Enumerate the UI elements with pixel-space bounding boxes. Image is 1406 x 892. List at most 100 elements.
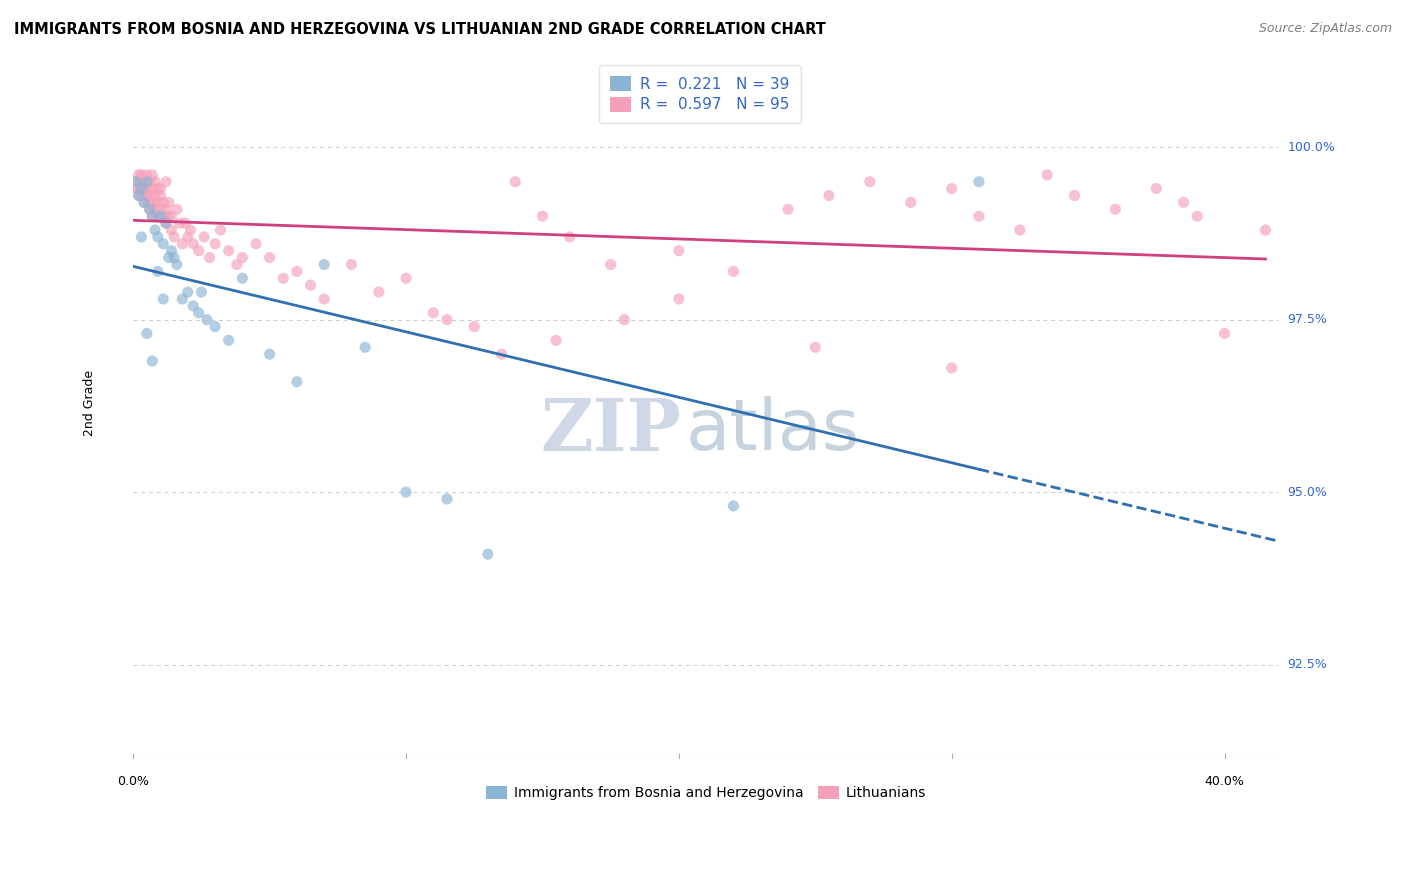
Point (135, 181, 157, 195)
Point (128, 168, 150, 182)
Point (193, 230, 215, 244)
Point (163, 230, 186, 244)
Point (818, 188, 841, 202)
Point (245, 236, 267, 251)
Point (1187, 209, 1209, 223)
Point (135, 168, 157, 182)
Point (155, 216, 177, 230)
Text: 92.5%: 92.5% (1288, 658, 1327, 671)
Point (141, 209, 163, 223)
Text: ZIP: ZIP (540, 395, 681, 467)
Point (160, 244, 183, 258)
Point (134, 195, 156, 210)
Point (599, 258, 621, 272)
Point (285, 264, 308, 278)
Point (546, 334, 568, 348)
Point (128, 188, 150, 202)
Point (204, 236, 226, 251)
Point (152, 292, 174, 306)
Point (128, 181, 150, 195)
Point (285, 375, 308, 389)
Point (141, 195, 163, 210)
Point (125, 181, 148, 195)
Point (157, 209, 180, 223)
Point (135, 175, 157, 189)
Point (1213, 326, 1236, 341)
Point (138, 175, 160, 189)
Point (149, 181, 172, 195)
Point (436, 312, 458, 326)
Point (436, 491, 458, 506)
Point (146, 195, 169, 210)
Point (367, 285, 389, 299)
Point (231, 271, 253, 285)
Point (146, 181, 169, 195)
Point (157, 195, 180, 210)
Point (354, 340, 377, 354)
Text: 0.0%: 0.0% (117, 775, 149, 788)
Point (271, 271, 294, 285)
Point (146, 230, 169, 244)
Point (141, 354, 163, 368)
Point (259, 251, 281, 265)
Point (259, 347, 281, 361)
Point (463, 319, 485, 334)
Point (967, 209, 990, 223)
Point (125, 175, 148, 189)
Point (299, 278, 322, 293)
Point (160, 223, 183, 237)
Point (141, 209, 163, 223)
Point (179, 223, 201, 237)
Point (941, 181, 963, 195)
Legend: Immigrants from Bosnia and Herzegovina, Lithuanians: Immigrants from Bosnia and Herzegovina, … (479, 780, 932, 807)
Point (477, 547, 499, 561)
Point (613, 312, 636, 326)
Point (668, 292, 690, 306)
Point (1008, 223, 1031, 237)
Point (422, 306, 444, 320)
Text: 97.5%: 97.5% (1288, 313, 1327, 326)
Point (1036, 168, 1059, 182)
Point (152, 209, 174, 223)
Point (195, 312, 218, 326)
Point (166, 202, 188, 217)
Point (146, 264, 169, 278)
Text: atlas: atlas (686, 396, 860, 465)
Point (198, 251, 221, 265)
Point (138, 188, 160, 202)
Point (187, 306, 209, 320)
Point (131, 188, 153, 202)
Text: 40.0%: 40.0% (1205, 775, 1244, 788)
Point (723, 264, 745, 278)
Point (163, 251, 186, 265)
Point (155, 216, 177, 230)
Point (177, 285, 200, 299)
Point (340, 258, 363, 272)
Point (804, 340, 827, 354)
Point (395, 485, 418, 500)
Point (395, 271, 418, 285)
Point (138, 202, 160, 217)
Point (135, 188, 157, 202)
Point (131, 168, 153, 182)
Point (900, 195, 922, 210)
Point (859, 175, 882, 189)
Point (941, 361, 963, 376)
Point (225, 258, 247, 272)
Point (1144, 181, 1167, 195)
Point (125, 175, 148, 189)
Point (531, 209, 554, 223)
Point (491, 347, 513, 361)
Point (135, 326, 157, 341)
Point (131, 230, 153, 244)
Point (209, 223, 232, 237)
Point (134, 175, 156, 189)
Point (155, 202, 177, 217)
Text: 100.0%: 100.0% (1288, 141, 1336, 153)
Point (181, 236, 204, 251)
Point (218, 244, 240, 258)
Point (1104, 202, 1126, 217)
Point (166, 258, 188, 272)
Point (776, 202, 799, 217)
Point (503, 175, 526, 189)
